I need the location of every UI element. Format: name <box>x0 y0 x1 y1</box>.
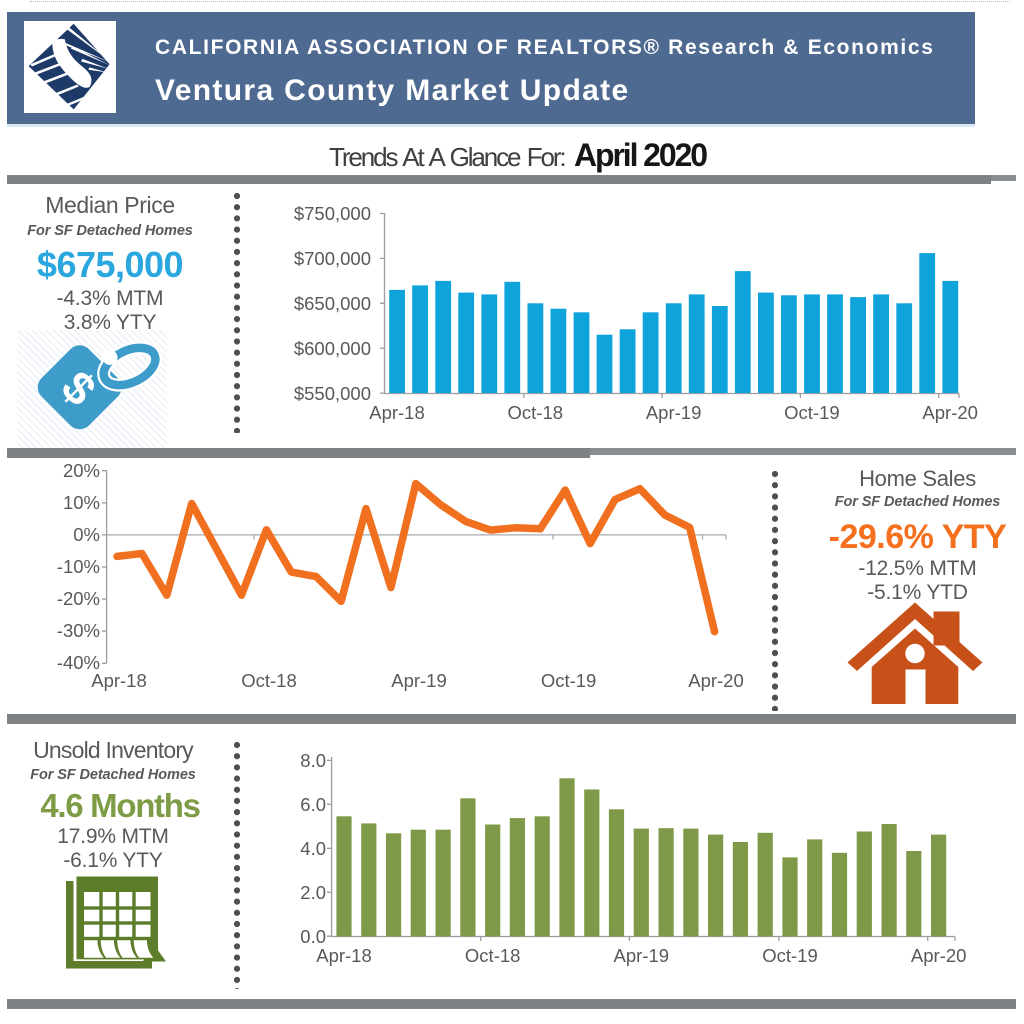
svg-text:0.0: 0.0 <box>300 926 326 947</box>
svg-text:Apr-20: Apr-20 <box>922 402 978 423</box>
svg-text:$700,000: $700,000 <box>294 248 371 269</box>
svg-text:Oct-19: Oct-19 <box>762 945 818 966</box>
svg-text:-40%: -40% <box>57 652 100 673</box>
svg-text:Apr-19: Apr-19 <box>391 670 447 691</box>
svg-text:$550,000: $550,000 <box>294 383 371 404</box>
svg-text:10%: 10% <box>63 492 100 513</box>
svg-text:Oct-18: Oct-18 <box>465 945 521 966</box>
svg-text:8.0: 8.0 <box>300 750 326 771</box>
svg-text:Oct-18: Oct-18 <box>241 670 297 691</box>
svg-text:Oct-19: Oct-19 <box>541 670 597 691</box>
svg-text:2.0: 2.0 <box>300 882 326 903</box>
svg-text:Oct-18: Oct-18 <box>508 402 564 423</box>
svg-text:-30%: -30% <box>57 620 100 641</box>
svg-text:Apr-18: Apr-18 <box>91 670 147 691</box>
svg-text:Apr-19: Apr-19 <box>646 402 702 423</box>
svg-text:Apr-18: Apr-18 <box>316 945 372 966</box>
svg-text:$750,000: $750,000 <box>294 203 371 224</box>
svg-text:0%: 0% <box>73 524 100 545</box>
svg-text:Oct-19: Oct-19 <box>784 402 840 423</box>
svg-text:4.0: 4.0 <box>300 838 326 859</box>
svg-text:$600,000: $600,000 <box>294 338 371 359</box>
svg-text:-20%: -20% <box>57 588 100 609</box>
svg-text:Apr-19: Apr-19 <box>614 945 670 966</box>
svg-text:6.0: 6.0 <box>300 794 326 815</box>
svg-text:-10%: -10% <box>57 556 100 577</box>
svg-text:Apr-20: Apr-20 <box>688 670 744 691</box>
svg-text:$650,000: $650,000 <box>294 293 371 314</box>
svg-text:Apr-18: Apr-18 <box>369 402 425 423</box>
svg-text:20%: 20% <box>63 460 100 481</box>
svg-text:Apr-20: Apr-20 <box>911 945 967 966</box>
